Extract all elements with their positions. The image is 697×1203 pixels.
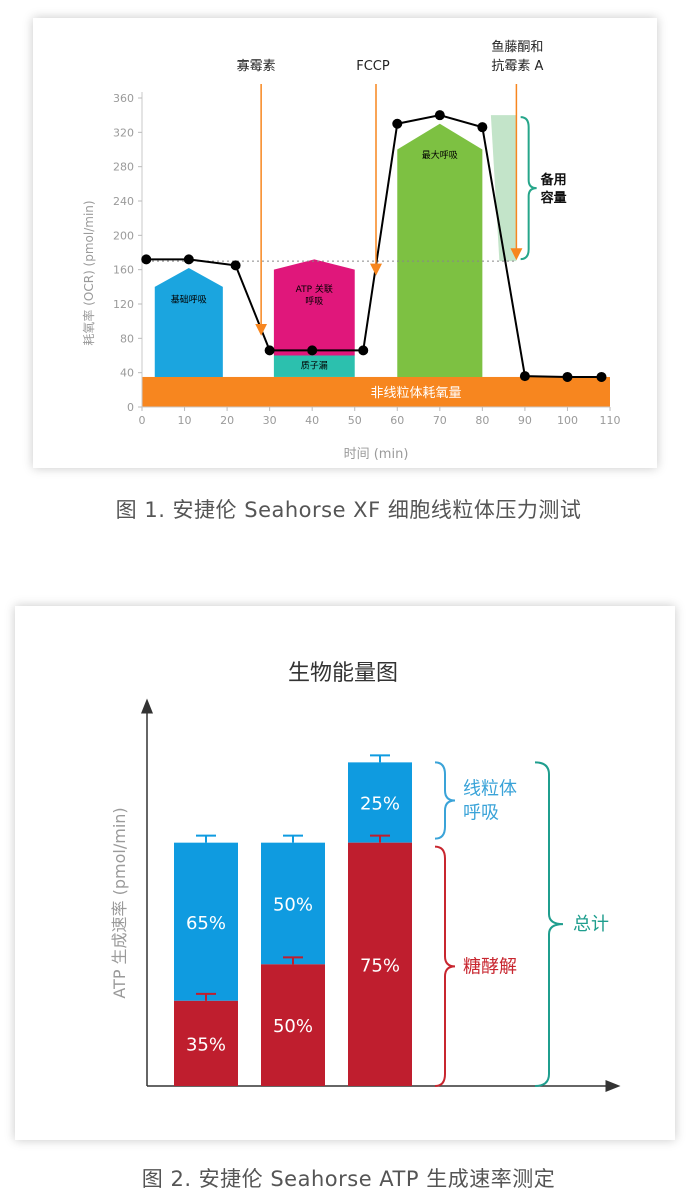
- glyco-bar-segment: [348, 842, 412, 1086]
- x-tick-label: 110: [600, 414, 621, 427]
- y-tick-label: 160: [113, 264, 134, 277]
- mito-percent-label: 65%: [186, 913, 226, 934]
- y-axis-label: ATP 生成速率 (pmol/min): [110, 807, 129, 998]
- spare-capacity-label-line1: 备用: [540, 172, 567, 188]
- y-tick-label: 120: [113, 298, 134, 311]
- atp-label-line1: ATP 关联: [296, 283, 333, 295]
- y-tick-label: 0: [127, 401, 134, 414]
- y-tick-label: 80: [120, 332, 134, 345]
- proton-leak-label: 质子漏: [301, 359, 328, 371]
- y-tick-label: 200: [113, 229, 134, 242]
- ocr-point: [562, 371, 573, 382]
- glyco-bar-segment: [174, 1000, 238, 1086]
- basal-label: 基础呼吸: [171, 293, 207, 305]
- figure1-panel: 非线粒体耗氧量 基础呼吸 ATP 关联 呼吸质子漏 最大呼吸 0 40 80 120 160 20…: [33, 18, 657, 468]
- x-tick-label: 0: [139, 414, 146, 427]
- glyco-percent-label: 50%: [273, 1016, 313, 1037]
- x-tick-label: 100: [557, 414, 578, 427]
- y-tick-label: 360: [113, 92, 134, 105]
- glyco-percent-label: 75%: [360, 955, 400, 976]
- ocr-point: [434, 110, 445, 121]
- y-axis-label: 耗氧率 (OCR) (pmol/min): [81, 200, 96, 345]
- mito-bar-segment: [174, 842, 238, 1001]
- glyco-bar-segment: [261, 964, 325, 1086]
- ocr-point: [477, 122, 488, 133]
- ocr-point: [230, 260, 241, 271]
- basal-region: [154, 267, 223, 377]
- glyco-legend: 糖酵解: [463, 956, 517, 977]
- mito-legend-line2: 呼吸: [463, 803, 499, 824]
- spare-capacity-region: [490, 115, 517, 262]
- x-axis-label: 时间 (min): [344, 447, 409, 462]
- y-tick-label: 320: [113, 126, 134, 139]
- maximal-label: 最大呼吸: [422, 149, 458, 161]
- mito-legend-line1: 线粒体: [463, 779, 517, 800]
- mito-bar-segment: [348, 762, 412, 843]
- ocr-point: [183, 254, 194, 265]
- glyco-brace: [434, 845, 456, 1087]
- non-mito-label: 非线粒体耗氧量: [370, 386, 461, 401]
- mito-bar-segment: [261, 842, 325, 965]
- x-tick-label: 30: [263, 414, 277, 427]
- total-legend: 总计: [573, 914, 609, 935]
- ocr-point: [358, 345, 369, 356]
- non-mito-region: [142, 376, 610, 407]
- x-tick-label: 80: [475, 414, 489, 427]
- atp-region: [273, 259, 355, 356]
- maximal-region: [397, 123, 483, 377]
- x-tick-label: 40: [305, 414, 319, 427]
- y-tick-label: 280: [113, 161, 134, 174]
- ocr-point: [392, 118, 403, 129]
- rotenone-label-line2: 抗霉素 A: [491, 59, 543, 74]
- ocr-line: [146, 114, 602, 378]
- total-brace: [534, 761, 564, 1087]
- x-tick-label: 50: [348, 414, 362, 427]
- mito-percent-label: 25%: [360, 794, 400, 815]
- figure1-caption: 图 1. 安捷伦 Seahorse XF 细胞线粒体压力测试: [115, 498, 582, 522]
- glyco-percent-label: 35%: [186, 1034, 226, 1055]
- ocr-point: [596, 371, 607, 382]
- x-tick-label: 60: [390, 414, 404, 427]
- figure2-panel: 生物能量图 ATP 生成速率 (pmol/min) 65% 35% 50% 50% 25…: [15, 606, 675, 1140]
- ocr-point: [519, 371, 530, 382]
- x-tick-label: 90: [518, 414, 532, 427]
- ocr-point: [141, 254, 152, 265]
- spare-capacity-brace: [520, 116, 537, 261]
- rotenone-label-line1: 鱼藤酮和: [491, 39, 543, 55]
- bioenergetic-chart: 生物能量图 ATP 生成速率 (pmol/min) 65% 35% 50% 50% 25…: [110, 661, 621, 1092]
- ocr-point: [264, 345, 275, 356]
- ocr-point: [307, 345, 318, 356]
- x-tick-label: 10: [178, 414, 192, 427]
- x-tick-label: 70: [433, 414, 447, 427]
- x-tick-label: 20: [220, 414, 234, 427]
- mito-brace: [434, 761, 456, 840]
- y-tick-label: 240: [113, 195, 134, 208]
- proton-leak-region: [273, 355, 355, 377]
- fccp-label: FCCP: [356, 59, 390, 74]
- y-tick-label: 40: [120, 367, 134, 380]
- mito-percent-label: 50%: [273, 895, 313, 916]
- chart-title: 生物能量图: [288, 661, 398, 686]
- atp-label-line2: 呼吸: [305, 296, 323, 307]
- oligomycin-label: 寡霉素: [237, 58, 276, 74]
- figure2-caption: 图 2. 安捷伦 Seahorse ATP 生成速率测定: [141, 1167, 556, 1191]
- spare-capacity-label-line2: 容量: [540, 190, 567, 206]
